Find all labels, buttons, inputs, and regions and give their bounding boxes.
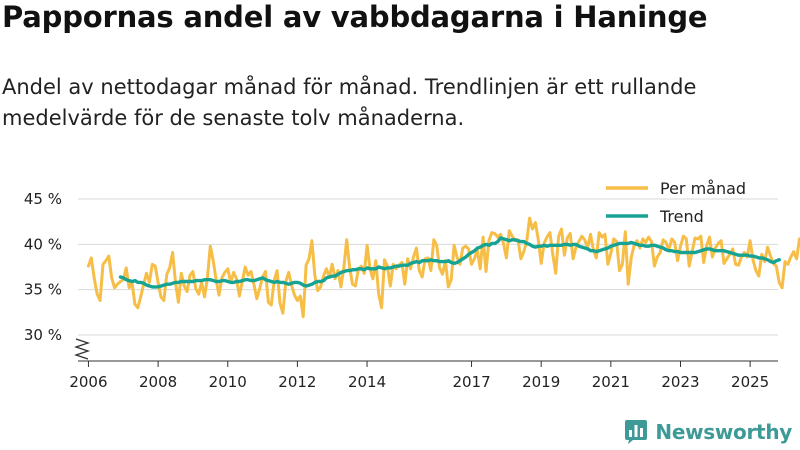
chart-title: Pappornas andel av vabbdagarna i Haninge [2,0,708,34]
x-tick-label: 2006 [69,373,107,391]
series-lines [86,216,800,319]
x-tick-label: 2017 [452,373,490,391]
series-line-trend [118,236,781,289]
x-tick-label: 2021 [592,373,630,391]
y-tick-label: 35 % [24,281,62,299]
brand-name: Newsworthy [655,420,792,444]
chart-subtitle: Andel av nettodagar månad för månad. Tre… [2,75,697,130]
x-tick-label: 2025 [731,373,769,391]
y-tick-label: 30 % [24,326,62,344]
y-tick-label: 45 % [24,190,62,208]
legend-label: Trend [659,207,704,226]
brand-logo: Newsworthy [624,419,792,445]
axis-break-icon [73,338,91,360]
x-tick-label: 2023 [661,373,699,391]
x-axis: 2006 2008 2010 2012 2014 2017 2019 2021 2023 2025 [69,338,778,391]
series-line-per-manad [86,216,800,319]
x-tick-label: 2008 [139,373,177,391]
y-axis-labels: 30 % 35 % 40 % 45 % [24,190,62,344]
x-tick-label: 2012 [278,373,316,391]
legend: Per månad Trend [606,179,746,226]
legend-label: Per månad [660,179,746,198]
y-tick-label: 40 % [24,235,62,253]
x-tick-label: 2010 [209,373,247,391]
x-tick-label: 2014 [348,373,386,391]
bar-chart-icon [625,420,648,444]
x-tick-label: 2019 [522,373,560,391]
